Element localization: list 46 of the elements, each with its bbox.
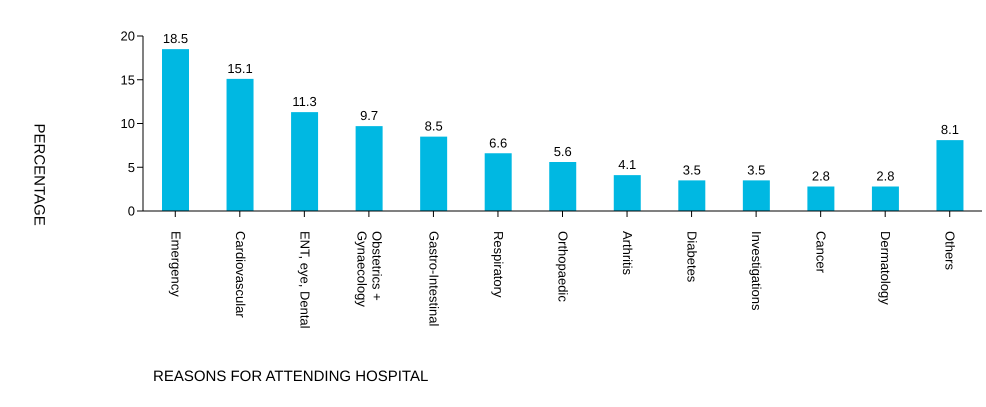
data-label: 2.8	[876, 168, 894, 184]
x-tick-label: ENT, eye, Dental	[297, 231, 312, 329]
y-tick-label: 10	[120, 116, 135, 132]
bar	[162, 49, 189, 211]
y-tick-label: 5	[128, 160, 135, 175]
x-tick-label: Diabetes	[684, 231, 700, 283]
x-tick-label: Obstetrics + Gynaecology	[354, 231, 384, 308]
bar	[549, 162, 576, 211]
y-tick-label: 15	[120, 72, 135, 88]
bar	[872, 186, 899, 211]
data-label: 15.1	[227, 60, 253, 76]
data-label: 5.6	[554, 144, 572, 159]
y-tick-label: 20	[120, 28, 135, 44]
data-label: 4.1	[618, 157, 636, 172]
x-tick-label: Gastro-Intestinal	[426, 231, 442, 326]
x-tick-label: Cardiovascular	[232, 231, 248, 318]
x-tick-label: Cancer	[814, 231, 829, 274]
data-label: 9.7	[360, 108, 378, 124]
bar	[807, 186, 834, 211]
data-label: 8.5	[424, 118, 443, 134]
data-label: 11.3	[292, 94, 317, 110]
x-tick-label: Arthritis	[620, 231, 636, 276]
x-tick-label: Dermatology	[878, 231, 894, 306]
bar	[678, 180, 706, 211]
y-axis-title: PERCENTAGE	[30, 124, 48, 226]
x-axis-title: REASONS FOR ATTENDING HOSPITAL	[153, 368, 428, 385]
bar	[291, 112, 318, 211]
bar	[484, 153, 512, 211]
bar	[614, 175, 641, 211]
bar	[356, 126, 383, 211]
x-tick-label: Emergency	[168, 231, 184, 298]
bar	[742, 180, 770, 211]
data-label: 3.5	[747, 162, 766, 178]
y-tick-label: 0	[128, 204, 135, 219]
x-tick-label: Others	[942, 231, 958, 271]
bar	[936, 140, 964, 211]
x-tick-label: Orthopaedic	[556, 231, 570, 302]
x-tick-label: Investigations	[749, 231, 764, 311]
x-tick-label: Respiratory	[490, 231, 506, 298]
data-label: 2.8	[812, 168, 830, 184]
data-label: 6.6	[489, 135, 508, 150]
data-label: 3.5	[682, 162, 701, 178]
bar	[226, 78, 254, 211]
data-label: 8.1	[940, 122, 959, 138]
bar	[420, 136, 448, 211]
data-label: 18.5	[162, 31, 188, 46]
